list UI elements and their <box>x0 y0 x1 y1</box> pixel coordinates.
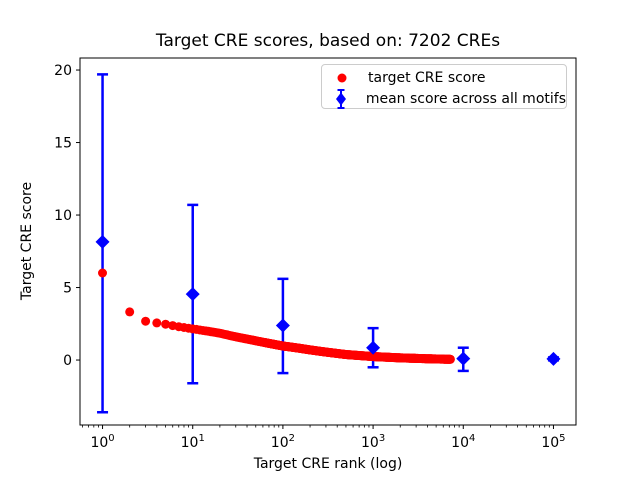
red-data-point <box>152 318 162 328</box>
x-tick-label: 104 <box>451 433 475 451</box>
legend: target CRE score mean score across all m… <box>321 64 567 109</box>
x-axis-label: Target CRE rank (log) <box>253 456 403 472</box>
blue-mean-diamond <box>366 340 381 355</box>
blue-mean-diamond <box>456 351 471 366</box>
red-circle-marker-icon <box>324 70 360 86</box>
red-data-point <box>98 268 107 278</box>
blue-mean-diamond <box>546 351 561 366</box>
blue-diamond-errorbar-marker-icon <box>324 88 358 110</box>
legend-entry-mean-score: mean score across all motifs <box>322 88 566 109</box>
x-tick-label: 100 <box>90 433 114 451</box>
chart-title: Target CRE scores, based on: 7202 CREs <box>155 31 501 51</box>
red-data-point <box>125 307 135 317</box>
blue-mean-diamond <box>185 287 200 302</box>
legend-label-target-cre-score: target CRE score <box>368 69 486 86</box>
x-tick-label: 105 <box>541 433 565 451</box>
y-tick-label: 10 <box>54 208 72 224</box>
red-data-point <box>141 316 151 326</box>
x-tick-label: 103 <box>361 433 385 451</box>
y-tick-label: 20 <box>54 63 72 79</box>
red-data-point <box>161 319 171 329</box>
axes-spines <box>79 57 577 426</box>
x-tick-label: 102 <box>271 433 295 451</box>
blue-mean-diamond <box>95 234 110 249</box>
y-tick-label: 5 <box>63 281 72 297</box>
legend-entry-target-cre-score: target CRE score <box>322 67 566 88</box>
blue-mean-diamond <box>275 318 290 333</box>
legend-label-mean-score: mean score across all motifs <box>365 90 566 107</box>
red-data-point <box>445 354 455 364</box>
y-tick-label: 15 <box>54 136 72 152</box>
x-tick-label: 101 <box>181 433 205 451</box>
y-tick-label: 0 <box>63 353 72 369</box>
